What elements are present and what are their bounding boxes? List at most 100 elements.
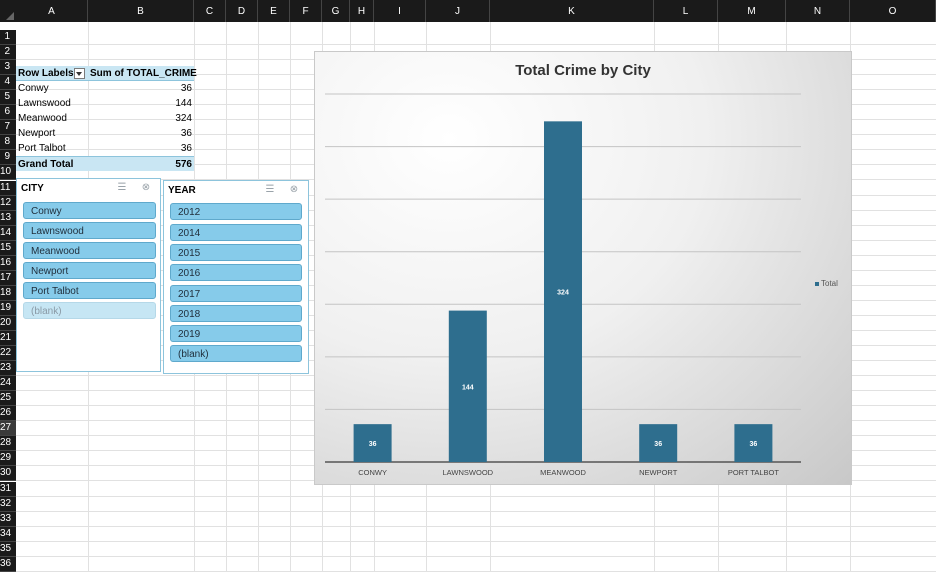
row-header-17[interactable]: 17 — [0, 271, 16, 286]
row-header-4[interactable]: 4 — [0, 75, 16, 90]
row-header-23[interactable]: 23 — [0, 361, 16, 376]
column-header-j[interactable]: J — [426, 0, 490, 22]
multi-select-icon[interactable]: ☰ — [117, 182, 127, 193]
pivot-grand-total-value[interactable]: 576 — [88, 156, 194, 171]
row-header-3[interactable]: 3 — [0, 60, 16, 75]
chart-legend[interactable]: Total — [815, 279, 838, 288]
row-header-8[interactable]: 8 — [0, 135, 16, 150]
row-header-30[interactable]: 30 — [0, 466, 16, 481]
row-header-34[interactable]: 34 — [0, 527, 16, 542]
row-header-7[interactable]: 7 — [0, 120, 16, 135]
pivot-header-value[interactable]: Sum of TOTAL_CRIME — [88, 66, 197, 81]
slicer-item-blank[interactable]: (blank) — [170, 345, 302, 362]
slicer-title: YEAR — [168, 185, 196, 196]
pivot-row-label[interactable]: Conwy — [18, 83, 49, 94]
row-header-26[interactable]: 26 — [0, 406, 16, 421]
bar-newport[interactable] — [639, 424, 678, 462]
pivot-row-value[interactable]: 36 — [180, 128, 192, 139]
bar-lawnswood[interactable] — [448, 310, 487, 462]
row-header-36[interactable]: 36 — [0, 557, 16, 572]
column-header-o[interactable]: O — [850, 0, 936, 22]
row-header-31[interactable]: 31 — [0, 482, 16, 497]
pivot-header-row-labels[interactable]: Row Labels — [16, 66, 88, 81]
row-header-11[interactable]: 11 — [0, 181, 16, 196]
pivot-row-value[interactable]: 324 — [175, 113, 192, 124]
chart-title[interactable]: Total Crime by City — [515, 62, 651, 79]
pivot-grand-total-label[interactable]: Grand Total — [16, 156, 88, 171]
pivot-row-value[interactable]: 36 — [180, 83, 192, 94]
multi-select-icon[interactable]: ☰ — [265, 184, 275, 195]
row-header-21[interactable]: 21 — [0, 331, 16, 346]
row-header-24[interactable]: 24 — [0, 376, 16, 391]
column-header-d[interactable]: D — [226, 0, 258, 22]
row-header-15[interactable]: 15 — [0, 241, 16, 256]
row-gridline — [16, 496, 936, 497]
row-header-12[interactable]: 12 — [0, 196, 16, 211]
row-header-28[interactable]: 28 — [0, 436, 16, 451]
row-header-25[interactable]: 25 — [0, 391, 16, 406]
city-slicer[interactable]: CITY ☰ ⊗ Conwy Lawnswood Meanwood Newpor… — [16, 178, 161, 372]
slicer-item-port-talbot[interactable]: Port Talbot — [23, 282, 156, 299]
pivot-row-label[interactable]: Port Talbot — [18, 143, 66, 154]
slicer-item-2015[interactable]: 2015 — [170, 244, 302, 261]
pivot-row-value[interactable]: 144 — [175, 98, 192, 109]
bar-port-talbot[interactable] — [734, 424, 773, 462]
row-header-10[interactable]: 10 — [0, 165, 16, 180]
pivot-row-label[interactable]: Newport — [18, 128, 56, 139]
filter-dropdown-icon[interactable] — [74, 68, 85, 79]
row-header-6[interactable]: 6 — [0, 105, 16, 120]
column-header-a[interactable]: A — [16, 0, 88, 22]
column-header-l[interactable]: L — [654, 0, 718, 22]
column-header-c[interactable]: C — [194, 0, 226, 22]
pivot-row-label[interactable]: Lawnswood — [18, 98, 71, 109]
pivot-row-label[interactable]: Meanwood — [18, 113, 67, 124]
slicer-item-conwy[interactable]: Conwy — [23, 202, 156, 219]
row-header-9[interactable]: 9 — [0, 150, 16, 165]
row-header-33[interactable]: 33 — [0, 512, 16, 527]
column-header-g[interactable]: G — [322, 0, 350, 22]
row-header-13[interactable]: 13 — [0, 211, 16, 226]
row-header-22[interactable]: 22 — [0, 346, 16, 361]
slicer-item-2016[interactable]: 2016 — [170, 264, 302, 281]
column-header-e[interactable]: E — [258, 0, 290, 22]
row-header-14[interactable]: 14 — [0, 226, 16, 241]
column-header-k[interactable]: K — [490, 0, 654, 22]
bar-meanwood[interactable] — [544, 121, 582, 462]
column-header-m[interactable]: M — [718, 0, 786, 22]
slicer-item-newport[interactable]: Newport — [23, 262, 156, 279]
slicer-item-blank[interactable]: (blank) — [23, 302, 156, 319]
row-header-35[interactable]: 35 — [0, 542, 16, 557]
year-slicer[interactable]: YEAR ☰ ⊗ 2012 2014 2015 2016 2017 2018 2… — [163, 180, 309, 374]
row-header-5[interactable]: 5 — [0, 90, 16, 105]
row-header-20[interactable]: 20 — [0, 316, 16, 331]
clear-filter-icon[interactable]: ⊗ — [289, 184, 299, 195]
crime-bar-chart[interactable]: Total Crime by City 36 CONWY 144 LAWNSWOOD 3… — [314, 51, 852, 485]
slicer-item-2018[interactable]: 2018 — [170, 305, 302, 322]
row-header-27[interactable]: 27 — [0, 421, 16, 436]
row-header-29[interactable]: 29 — [0, 451, 16, 466]
row-header-2[interactable]: 2 — [0, 45, 16, 60]
row-header-18[interactable]: 18 — [0, 286, 16, 301]
column-header-f[interactable]: F — [290, 0, 322, 22]
slicer-item-2014[interactable]: 2014 — [170, 224, 302, 241]
column-header-n[interactable]: N — [786, 0, 850, 22]
slicer-item-meanwood[interactable]: Meanwood — [23, 242, 156, 259]
bar-conwy[interactable] — [353, 424, 392, 462]
slicer-item-2017[interactable]: 2017 — [170, 285, 302, 302]
row-header-32[interactable]: 32 — [0, 497, 16, 512]
slicer-item-2012[interactable]: 2012 — [170, 203, 302, 220]
slicer-item-2019[interactable]: 2019 — [170, 325, 302, 342]
row-gridline — [16, 541, 936, 542]
column-header-h[interactable]: H — [350, 0, 374, 22]
select-all-corner[interactable] — [0, 0, 16, 22]
row-gridline — [16, 511, 936, 512]
clear-filter-icon[interactable]: ⊗ — [141, 182, 151, 193]
row-header-16[interactable]: 16 — [0, 256, 16, 271]
row-header-19[interactable]: 19 — [0, 301, 16, 316]
column-header-i[interactable]: I — [374, 0, 426, 22]
pivot-row-value[interactable]: 36 — [180, 143, 192, 154]
column-header-b[interactable]: B — [88, 0, 194, 22]
row-header-1[interactable]: 1 — [0, 30, 16, 45]
slicer-item-lawnswood[interactable]: Lawnswood — [23, 222, 156, 239]
